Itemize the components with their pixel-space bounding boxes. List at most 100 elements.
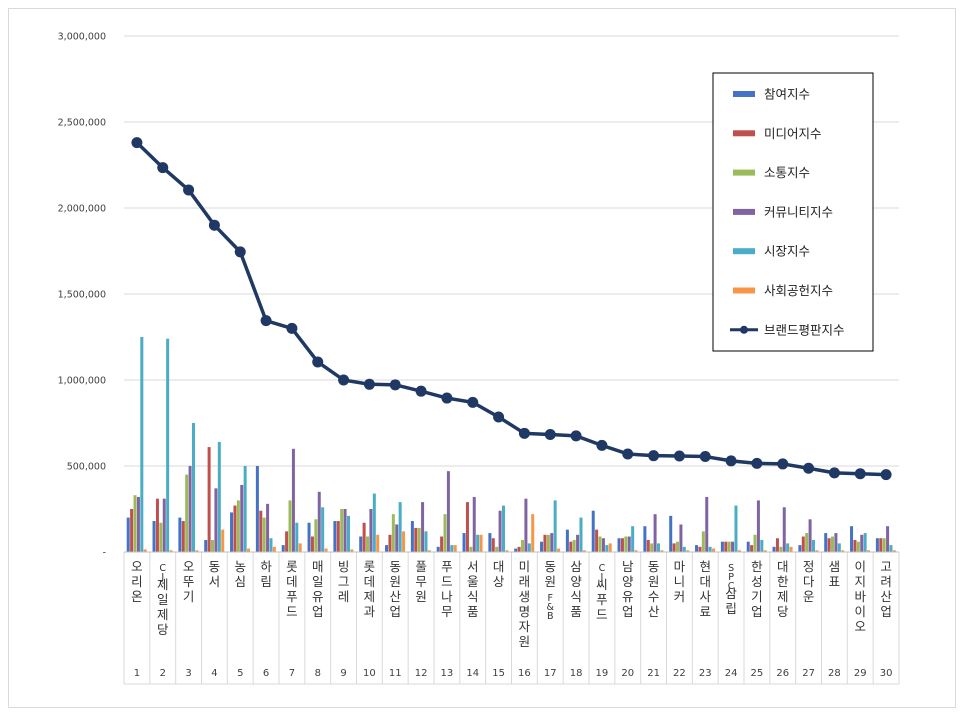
category-label-char: 품 <box>467 604 479 619</box>
category-label-char: 료 <box>699 604 711 619</box>
legend-label: 참여지수 <box>764 87 810 102</box>
bar <box>221 529 225 552</box>
category-label-char: 무 <box>415 574 427 589</box>
category-label-char: 동 <box>648 559 660 574</box>
category-label-char: 풀 <box>415 559 427 574</box>
category-label-char: 푸 <box>596 592 608 607</box>
category-label-char: 운 <box>803 589 815 604</box>
bar <box>385 545 389 552</box>
category-label-char: 니 <box>674 574 686 589</box>
category-label-char: 대 <box>777 559 789 574</box>
bar <box>860 534 864 552</box>
category-label-char: 자 <box>519 619 531 634</box>
bar <box>255 466 259 552</box>
category-label-char: 그 <box>338 574 350 589</box>
category-label-char: 유 <box>312 589 324 604</box>
category-label-char: 산 <box>880 589 892 604</box>
bar <box>472 496 476 552</box>
bar <box>491 538 495 552</box>
bar <box>372 493 376 552</box>
bar <box>398 502 402 552</box>
category-label-char: 씨 <box>596 577 608 592</box>
bar <box>417 527 421 552</box>
bar <box>230 512 234 552</box>
category-label-char: 업 <box>751 604 763 619</box>
brand-index-point <box>131 137 143 149</box>
bar <box>465 502 469 552</box>
bar <box>889 545 893 552</box>
bar <box>617 538 621 552</box>
bar <box>543 534 547 552</box>
category-label-char: 빙 <box>338 559 350 574</box>
bar <box>731 541 735 552</box>
category-label-char: 수 <box>648 589 660 604</box>
bar <box>410 521 414 552</box>
category-label-char: 업 <box>312 604 324 619</box>
category-label-char: 드 <box>286 604 298 619</box>
bar <box>605 545 609 552</box>
rank-label: 16 <box>518 668 531 679</box>
bar <box>824 533 828 552</box>
bar <box>424 531 428 552</box>
legend-label: 사회공헌지수 <box>764 283 833 298</box>
category-label-char: 려 <box>880 574 892 589</box>
bar <box>159 522 163 552</box>
rank-label: 11 <box>389 668 402 679</box>
bar <box>136 496 140 552</box>
rank-label: 3 <box>185 668 191 679</box>
brand-index-point <box>157 162 169 174</box>
rank-label: 1 <box>134 668 140 679</box>
legend-swatch <box>733 248 755 255</box>
category-label-char: 샘 <box>829 559 841 574</box>
bar <box>853 539 857 552</box>
category-label-char: 현 <box>699 559 711 574</box>
brand-index-point <box>208 219 220 231</box>
bar <box>805 533 809 552</box>
bar <box>204 539 208 552</box>
bar <box>763 550 767 552</box>
category-label-char: 품 <box>570 604 582 619</box>
rank-label: 18 <box>570 668 583 679</box>
bar <box>660 550 664 552</box>
bar <box>317 491 321 552</box>
brand-index-point <box>234 246 246 258</box>
bar <box>514 548 518 552</box>
bar <box>746 541 750 552</box>
bar <box>756 500 760 552</box>
brand-index-point <box>338 374 350 386</box>
category-label-char: 사 <box>699 589 711 604</box>
category-label-char: 서 <box>209 574 221 589</box>
bar <box>314 519 318 552</box>
brand-index-point <box>183 184 195 196</box>
rank-label: 19 <box>596 668 609 679</box>
category-label-char: 식 <box>467 589 479 604</box>
bar <box>505 550 509 552</box>
rank-label: 5 <box>237 668 243 679</box>
category-label-char: 한 <box>751 559 763 574</box>
bar <box>786 543 790 552</box>
brand-index-point <box>389 379 401 391</box>
bar <box>262 517 266 552</box>
bar <box>850 526 854 552</box>
rank-label: 20 <box>621 668 634 679</box>
bar <box>427 550 431 552</box>
category-label-char: 업 <box>880 604 892 619</box>
category-label-char: 푸 <box>441 559 453 574</box>
bar <box>521 539 525 552</box>
rank-label: 8 <box>315 668 321 679</box>
bar <box>140 337 144 552</box>
y-tick-label: - <box>103 548 106 559</box>
bar <box>656 543 660 552</box>
bar <box>624 536 628 552</box>
bar <box>298 543 302 552</box>
bar <box>178 517 182 552</box>
bar <box>798 545 802 552</box>
rank-label: 15 <box>492 668 505 679</box>
bar <box>310 536 314 552</box>
category-label-char: 유 <box>622 589 634 604</box>
bar <box>695 545 699 552</box>
bar <box>582 550 586 552</box>
bar <box>643 526 647 552</box>
bar <box>259 510 263 552</box>
bar <box>346 515 350 552</box>
